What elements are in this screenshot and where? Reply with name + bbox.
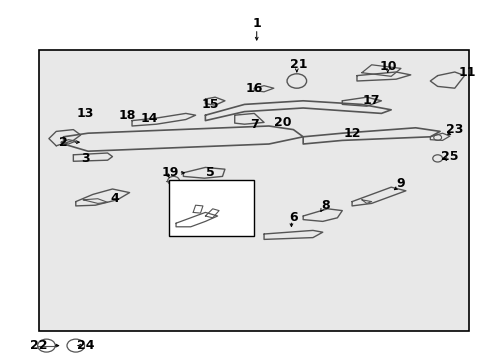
- Text: 6: 6: [288, 211, 297, 224]
- Text: 7: 7: [249, 118, 258, 131]
- Text: 2: 2: [59, 136, 68, 149]
- Text: 11: 11: [457, 66, 475, 78]
- Text: 18: 18: [118, 109, 136, 122]
- Text: 14: 14: [140, 112, 158, 125]
- Text: 17: 17: [362, 94, 380, 107]
- Text: 8: 8: [320, 199, 329, 212]
- Text: 24: 24: [77, 339, 94, 352]
- Text: 10: 10: [379, 60, 397, 73]
- Text: 15: 15: [201, 98, 219, 111]
- Text: 12: 12: [343, 127, 360, 140]
- Text: 5: 5: [205, 166, 214, 179]
- Text: 4: 4: [110, 192, 119, 204]
- Bar: [39, 50, 468, 331]
- Text: 25: 25: [440, 150, 458, 163]
- Text: 19: 19: [161, 166, 179, 179]
- Text: 1: 1: [252, 17, 261, 30]
- Text: 13: 13: [77, 107, 94, 120]
- Text: 16: 16: [245, 82, 263, 95]
- Text: 21: 21: [289, 58, 306, 71]
- Text: 22: 22: [30, 339, 48, 352]
- Text: 9: 9: [396, 177, 405, 190]
- Bar: [168, 180, 254, 236]
- Text: 20: 20: [273, 116, 291, 129]
- Text: 23: 23: [445, 123, 463, 136]
- Text: 3: 3: [81, 152, 90, 165]
